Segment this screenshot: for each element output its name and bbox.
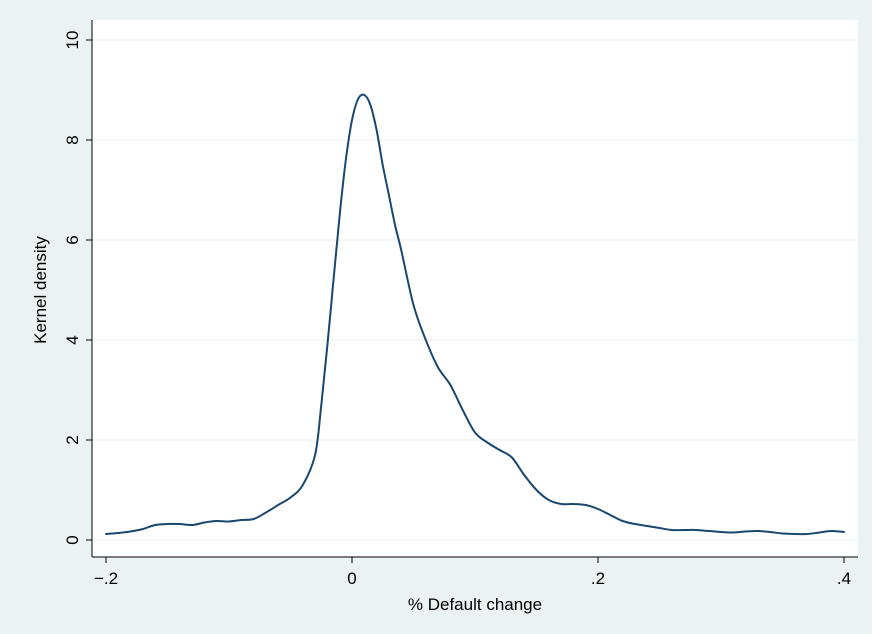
series-group (105, 93, 845, 536)
y-tick-label-0: 0 (63, 535, 82, 544)
x-tick-label-3: .4 (837, 569, 851, 588)
axes (86, 20, 858, 563)
density-line (105, 93, 845, 536)
y-tick-label-2: 4 (63, 335, 82, 344)
y-tick-label-1: 2 (63, 435, 82, 444)
y-axis-title: Kernel density (31, 236, 50, 344)
x-tick-label-0: −.2 (94, 569, 118, 588)
x-axis-title: % Default change (408, 595, 542, 614)
tick-labels: 0 2 4 6 8 10 −.2 0 .2 .4 (63, 31, 851, 588)
y-tick-label-3: 6 (63, 235, 82, 244)
x-tick-label-2: .2 (591, 569, 605, 588)
y-tick-label-4: 8 (63, 135, 82, 144)
x-tick-label-1: 0 (347, 569, 356, 588)
grid-lines (92, 39, 858, 541)
y-tick-label-5: 10 (63, 31, 82, 50)
plot-area (92, 20, 858, 557)
